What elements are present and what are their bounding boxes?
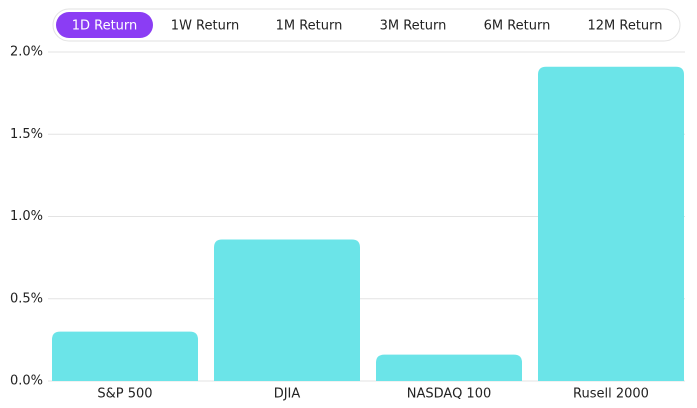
y-tick-label: 2.0% — [10, 45, 43, 60]
tab-bar — [52, 8, 681, 42]
tab[interactable]: 12M Return — [587, 19, 662, 34]
y-tick-label: 1.0% — [10, 209, 43, 224]
y-tick-label: 0.5% — [10, 291, 43, 306]
tab[interactable]: 3M Return — [380, 19, 447, 34]
bar — [52, 331, 198, 381]
x-tick-label: S&P 500 — [97, 387, 152, 402]
x-tick-label: DJIA — [274, 387, 301, 402]
y-tick-label: 0.0% — [10, 374, 43, 389]
x-tick-label: Rusell 2000 — [573, 387, 649, 402]
bar — [376, 354, 522, 381]
tab[interactable]: 1D Return — [72, 19, 138, 34]
bar — [538, 66, 684, 382]
tab[interactable]: 6M Return — [484, 19, 551, 34]
tab[interactable]: 1M Return — [276, 19, 343, 34]
tab[interactable]: 1W Return — [171, 19, 239, 34]
x-tick-label: NASDAQ 100 — [407, 387, 492, 402]
bar — [214, 239, 360, 381]
y-tick-label: 1.5% — [10, 127, 43, 142]
tab-active-bg — [56, 12, 153, 38]
